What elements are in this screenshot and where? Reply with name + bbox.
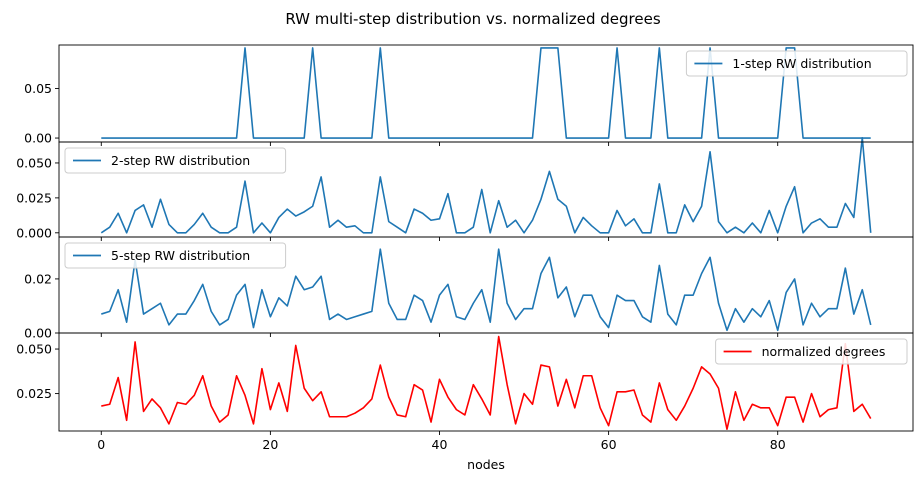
legend-label: 2-step RW distribution <box>111 153 250 168</box>
y-tick-label: 0.050 <box>16 155 52 170</box>
legend-box <box>64 242 287 269</box>
y-tick-label: 0.00 <box>24 326 52 341</box>
x-tick-label: 20 <box>262 437 278 452</box>
x-tick-label: 80 <box>770 437 786 452</box>
y-tick-label: 0.025 <box>16 190 52 205</box>
legend: normalized degrees <box>715 338 908 365</box>
y-tick-label: 0.00 <box>24 131 52 146</box>
series-line-3 <box>101 248 872 332</box>
legend-label: 1-step RW distribution <box>732 56 871 71</box>
subplot-1: 0.00 0.05 1-step RW distribution <box>24 44 914 146</box>
legend: 2-step RW distribution <box>64 147 287 174</box>
x-tick-label: 0 <box>97 437 105 452</box>
y-tick-label: 0.025 <box>16 386 52 401</box>
legend: 1-step RW distribution <box>685 50 908 77</box>
series-line-2 <box>100 137 872 234</box>
y-tick-label: 0.05 <box>24 81 52 96</box>
x-axis-label: nodes <box>467 457 505 472</box>
y-tick-label: 0.050 <box>16 342 52 357</box>
y-tick-label: 0.02 <box>24 271 52 286</box>
subplot-2: 0.000 0.025 0.050 2-step RW distribution <box>16 137 914 241</box>
legend-label: normalized degrees <box>762 344 886 359</box>
legend-box <box>685 50 908 77</box>
legend-box <box>64 147 287 174</box>
series-line-1 <box>101 47 871 139</box>
legend: 5-step RW distribution <box>64 242 287 269</box>
x-tick-label: 40 <box>432 437 448 452</box>
legend-label: 5-step RW distribution <box>111 248 250 263</box>
axes-frame <box>58 332 914 432</box>
subplot-4: 0.025 0.050 0 20 40 60 80 nodes normalized degre… <box>16 332 914 472</box>
x-tick-label: 60 <box>601 437 617 452</box>
subplot-3: 0.00 0.02 5-step RW distribution <box>24 236 914 341</box>
figure-title: RW multi-step distribution vs. normalize… <box>285 10 661 28</box>
subplot-panels: 0.000.051-step RW distribution0.0000.025… <box>16 44 914 472</box>
y-tick-label: 0.000 <box>16 225 52 240</box>
series-line-4 <box>101 335 872 431</box>
legend-box <box>715 338 908 365</box>
